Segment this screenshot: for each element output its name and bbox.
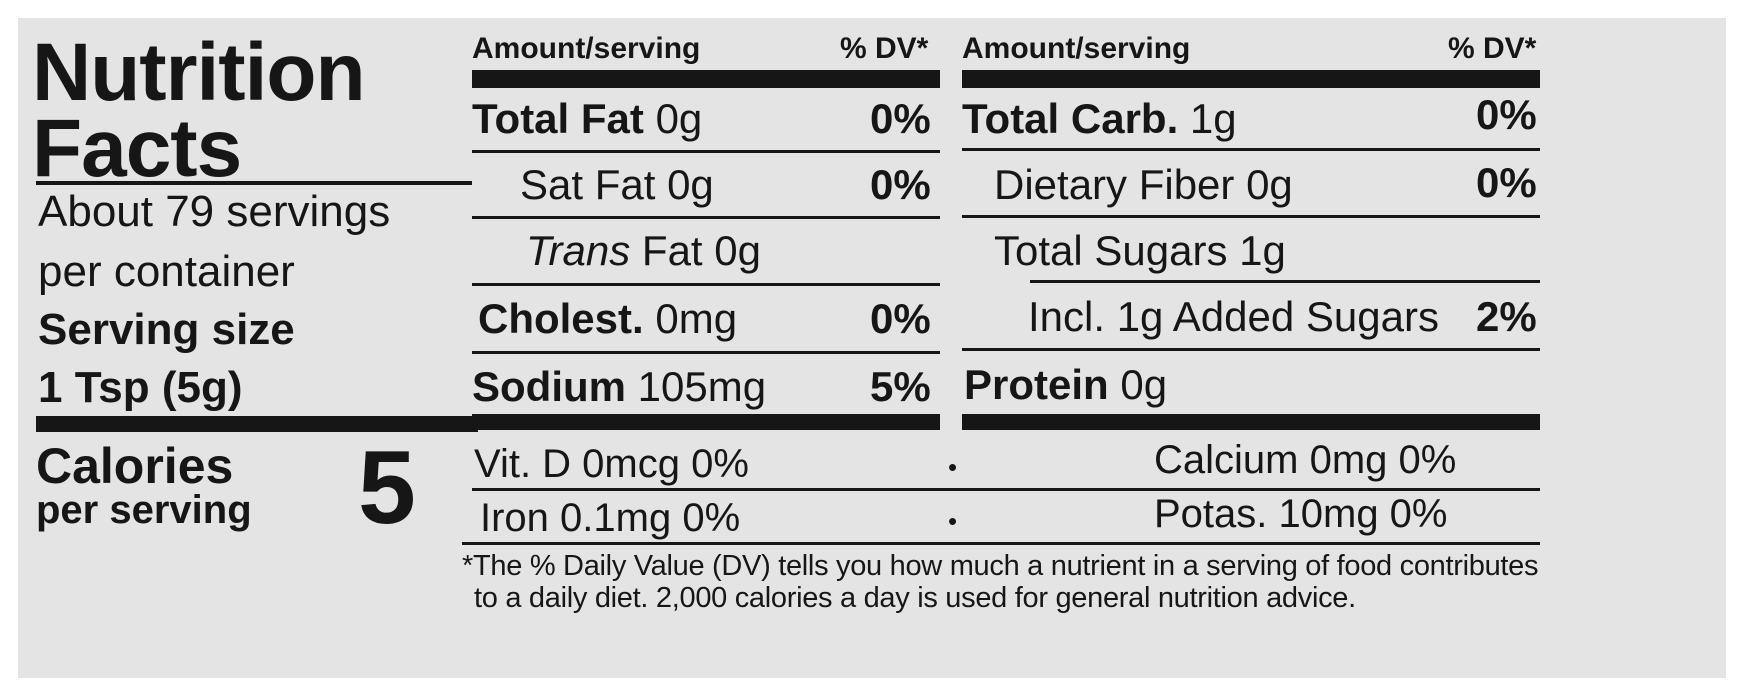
nutrient-amount: 1g: [1189, 95, 1237, 142]
nutrient-name: Total Fat: [472, 95, 644, 142]
calories-label: Calories: [36, 438, 234, 494]
micro-iron: Iron 0.1mg 0%: [480, 496, 741, 540]
right-row-total-sugars: Total Sugars 1g: [994, 230, 1286, 272]
nutrient-name-italic: Trans: [526, 227, 631, 274]
right-header-rule: [962, 70, 1540, 88]
right-header-amount: Amount/serving: [962, 32, 1191, 65]
serving-size-divider: [36, 416, 478, 432]
row-divider: [962, 215, 1540, 218]
left-row-cholesterol-dv: 0%: [870, 295, 931, 342]
left-row-sodium-dv: 5%: [870, 363, 931, 410]
nutrient-amount: 0g: [667, 161, 714, 208]
nutrient-name: Fat: [641, 227, 703, 274]
right-bottom-rule: [962, 414, 1540, 430]
left-bottom-rule: [472, 414, 940, 430]
left-row-cholesterol: Cholest. 0mg: [478, 298, 737, 340]
bullet-separator: •: [948, 506, 958, 536]
micro-divider: [472, 488, 1540, 491]
left-header-dv: % DV*: [840, 32, 929, 65]
nutrient-name: Cholest.: [478, 295, 644, 342]
nutrient-name: Dietary Fiber: [994, 161, 1235, 208]
micro-bottom-rule: [462, 542, 1540, 545]
left-row-total-fat-dv: 0%: [870, 95, 931, 142]
nutrient-name: Sodium: [472, 363, 626, 410]
nutrient-amount: 0g: [714, 227, 761, 274]
title-underline: [36, 181, 472, 185]
nutrient-name: Sat Fat: [520, 161, 656, 208]
nutrient-amount: 1g: [1239, 227, 1286, 274]
row-divider: [472, 150, 940, 153]
footnote-line2: to a daily diet. 2,000 calories a day is…: [474, 582, 1356, 614]
nutrient-name: Protein: [964, 361, 1109, 408]
left-row-trans-fat: Trans Fat 0g: [526, 230, 761, 272]
title-nutrition: Nutrition: [32, 27, 366, 118]
footnote-line1: *The % Daily Value (DV) tells you how mu…: [462, 550, 1539, 582]
bullet-separator: •: [948, 452, 958, 482]
title-facts: Facts: [32, 103, 242, 194]
right-row-added-sugars-dv: 2%: [1476, 293, 1537, 340]
left-row-sat-fat: Sat Fat 0g: [520, 164, 714, 206]
right-row-dietary-fiber-dv: 0%: [1476, 159, 1537, 206]
row-divider: [962, 348, 1540, 351]
nutrient-amount: 0g: [1120, 361, 1168, 408]
nutrient-amount: 0mg: [655, 295, 738, 342]
row-divider: [962, 148, 1540, 151]
servings-per-container-line2: per container: [38, 247, 295, 296]
row-divider: [472, 351, 940, 354]
nutrition-facts-label: Nutrition Facts About 79 servings per co…: [18, 18, 1726, 678]
nutrient-name: Total Sugars: [994, 227, 1228, 274]
servings-per-container-line1: About 79 servings: [38, 187, 391, 236]
nutrient-name: Total Carb.: [962, 95, 1179, 142]
right-row-added-sugars: Incl. 1g Added Sugars: [1028, 293, 1439, 340]
right-row-total-carb-dv: 0%: [1476, 91, 1537, 138]
left-header-amount: Amount/serving: [472, 32, 701, 65]
left-row-sodium: Sodium 105mg: [472, 366, 766, 408]
right-header-dv: % DV*: [1448, 32, 1537, 65]
calories-sub-label: per serving: [36, 488, 252, 532]
micro-calcium: Calcium 0mg 0%: [1154, 438, 1457, 482]
calories-value: 5: [358, 430, 416, 546]
right-row-protein: Protein 0g: [964, 364, 1167, 406]
micro-vit-d: Vit. D 0mcg 0%: [474, 442, 749, 486]
micro-potassium: Potas. 10mg 0%: [1154, 492, 1448, 536]
right-row-dietary-fiber: Dietary Fiber 0g: [994, 164, 1293, 206]
left-header-rule: [472, 70, 940, 88]
row-divider: [472, 283, 940, 286]
nutrient-amount: 0g: [1246, 161, 1293, 208]
row-divider: [472, 216, 940, 219]
row-divider-indented: [1030, 280, 1540, 283]
left-row-total-fat: Total Fat 0g: [472, 98, 702, 140]
nutrient-amount: 0g: [655, 95, 703, 142]
right-row-total-carb: Total Carb. 1g: [962, 98, 1237, 140]
serving-size-label: Serving size: [38, 305, 295, 354]
left-row-sat-fat-dv: 0%: [870, 161, 931, 208]
nutrient-amount: 105mg: [637, 363, 767, 410]
serving-size-value: 1 Tsp (5g): [38, 363, 243, 412]
